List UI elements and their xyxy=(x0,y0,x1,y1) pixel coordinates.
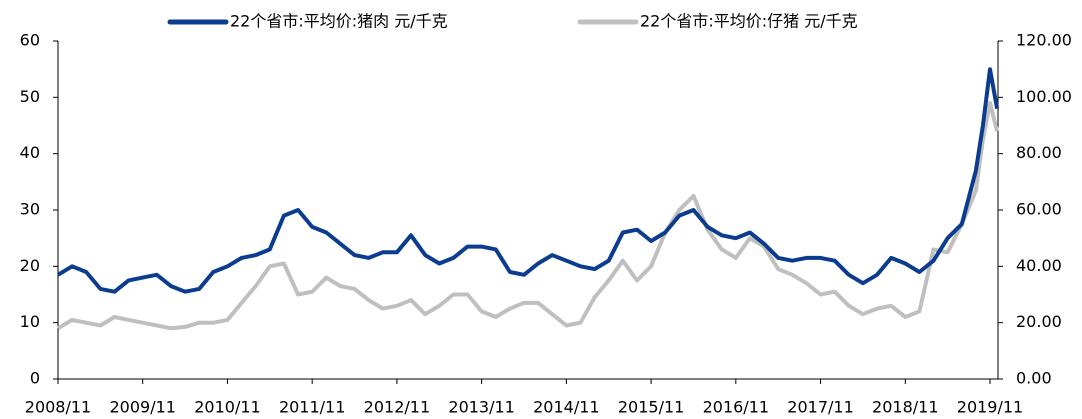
x-tick-label: 2009/11 xyxy=(109,398,175,417)
y-tick-label: 20 xyxy=(20,256,40,275)
x-tick-label: 2018/11 xyxy=(872,398,938,417)
series-line xyxy=(56,101,1000,331)
y2-tick-label: 60.00 xyxy=(1016,200,1062,219)
y-tick-label: 40 xyxy=(20,143,40,162)
x-tick-label: 2014/11 xyxy=(533,398,599,417)
y2-tick-label: 100.00 xyxy=(1016,87,1072,106)
series-line xyxy=(56,67,1000,294)
y-tick-label: 0 xyxy=(30,369,40,388)
x-tick-label: 2010/11 xyxy=(194,398,260,417)
x-tick-label: 2008/11 xyxy=(25,398,91,417)
y2-tick-label: 120.00 xyxy=(1016,31,1072,50)
y2-tick-label: 80.00 xyxy=(1016,143,1062,162)
y-tick-label: 30 xyxy=(20,200,40,219)
y-tick-label: 10 xyxy=(20,312,40,331)
x-tick-label: 2015/11 xyxy=(618,398,684,417)
x-tick-label: 2017/11 xyxy=(787,398,853,417)
x-tick-label: 2013/11 xyxy=(448,398,514,417)
x-tick-label: 2019/11 xyxy=(957,398,1023,417)
y2-tick-label: 40.00 xyxy=(1016,256,1062,275)
x-tick-label: 2016/11 xyxy=(703,398,769,417)
y2-tick-label: 0.00 xyxy=(1016,369,1052,388)
y2-tick-label: 20.00 xyxy=(1016,312,1062,331)
legend-label: 22个省市:平均价:猪肉 元/千克 xyxy=(230,12,448,31)
y-tick-label: 60 xyxy=(20,31,40,50)
y-tick-label: 50 xyxy=(20,87,40,106)
legend-label: 22个省市:平均价:仔猪 元/千克 xyxy=(640,12,858,31)
x-tick-label: 2011/11 xyxy=(279,398,345,417)
x-tick-label: 2012/11 xyxy=(364,398,430,417)
